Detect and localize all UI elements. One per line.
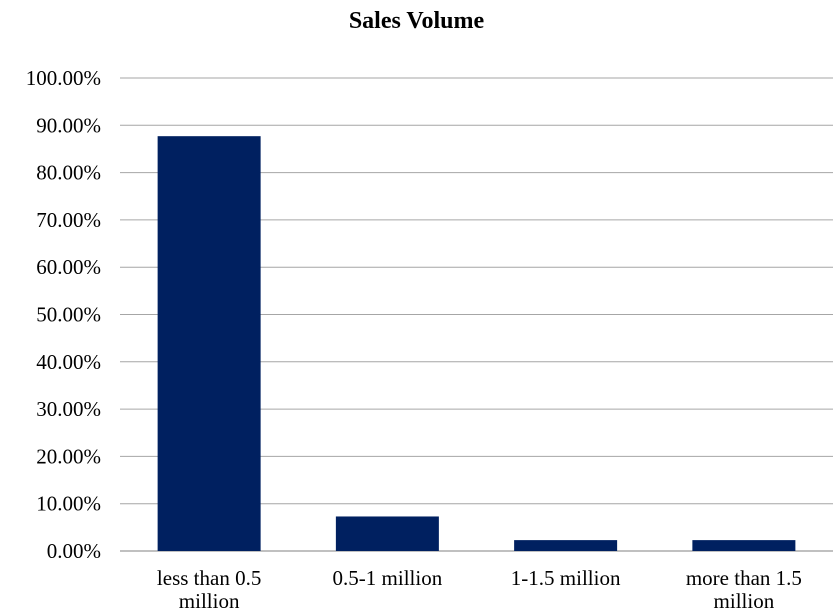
y-tick-label: 40.00% <box>36 350 101 374</box>
y-tick-label: 80.00% <box>36 161 101 185</box>
x-tick-label: less than 0.5 <box>157 566 261 590</box>
y-tick-label: 70.00% <box>36 208 101 232</box>
y-tick-label: 10.00% <box>36 492 101 516</box>
y-tick-label: 50.00% <box>36 303 101 327</box>
x-tick-label: million <box>179 589 240 612</box>
x-tick-label: more than 1.5 <box>686 566 802 590</box>
chart-title: Sales Volume <box>348 8 485 34</box>
bar <box>335 516 439 551</box>
x-tick-label: million <box>714 589 775 612</box>
y-tick-label: 20.00% <box>36 444 101 468</box>
y-tick-label: 30.00% <box>36 397 101 421</box>
y-tick-label: 90.00% <box>36 113 101 137</box>
bar <box>514 540 618 551</box>
y-tick-label: 0.00% <box>47 539 101 563</box>
y-tick-label: 100.00% <box>26 66 101 90</box>
x-tick-label: 1-1.5 million <box>511 566 621 590</box>
bar <box>157 136 261 551</box>
bar <box>692 540 796 551</box>
x-tick-label: 0.5-1 million <box>333 566 443 590</box>
y-tick-label: 60.00% <box>36 255 101 279</box>
